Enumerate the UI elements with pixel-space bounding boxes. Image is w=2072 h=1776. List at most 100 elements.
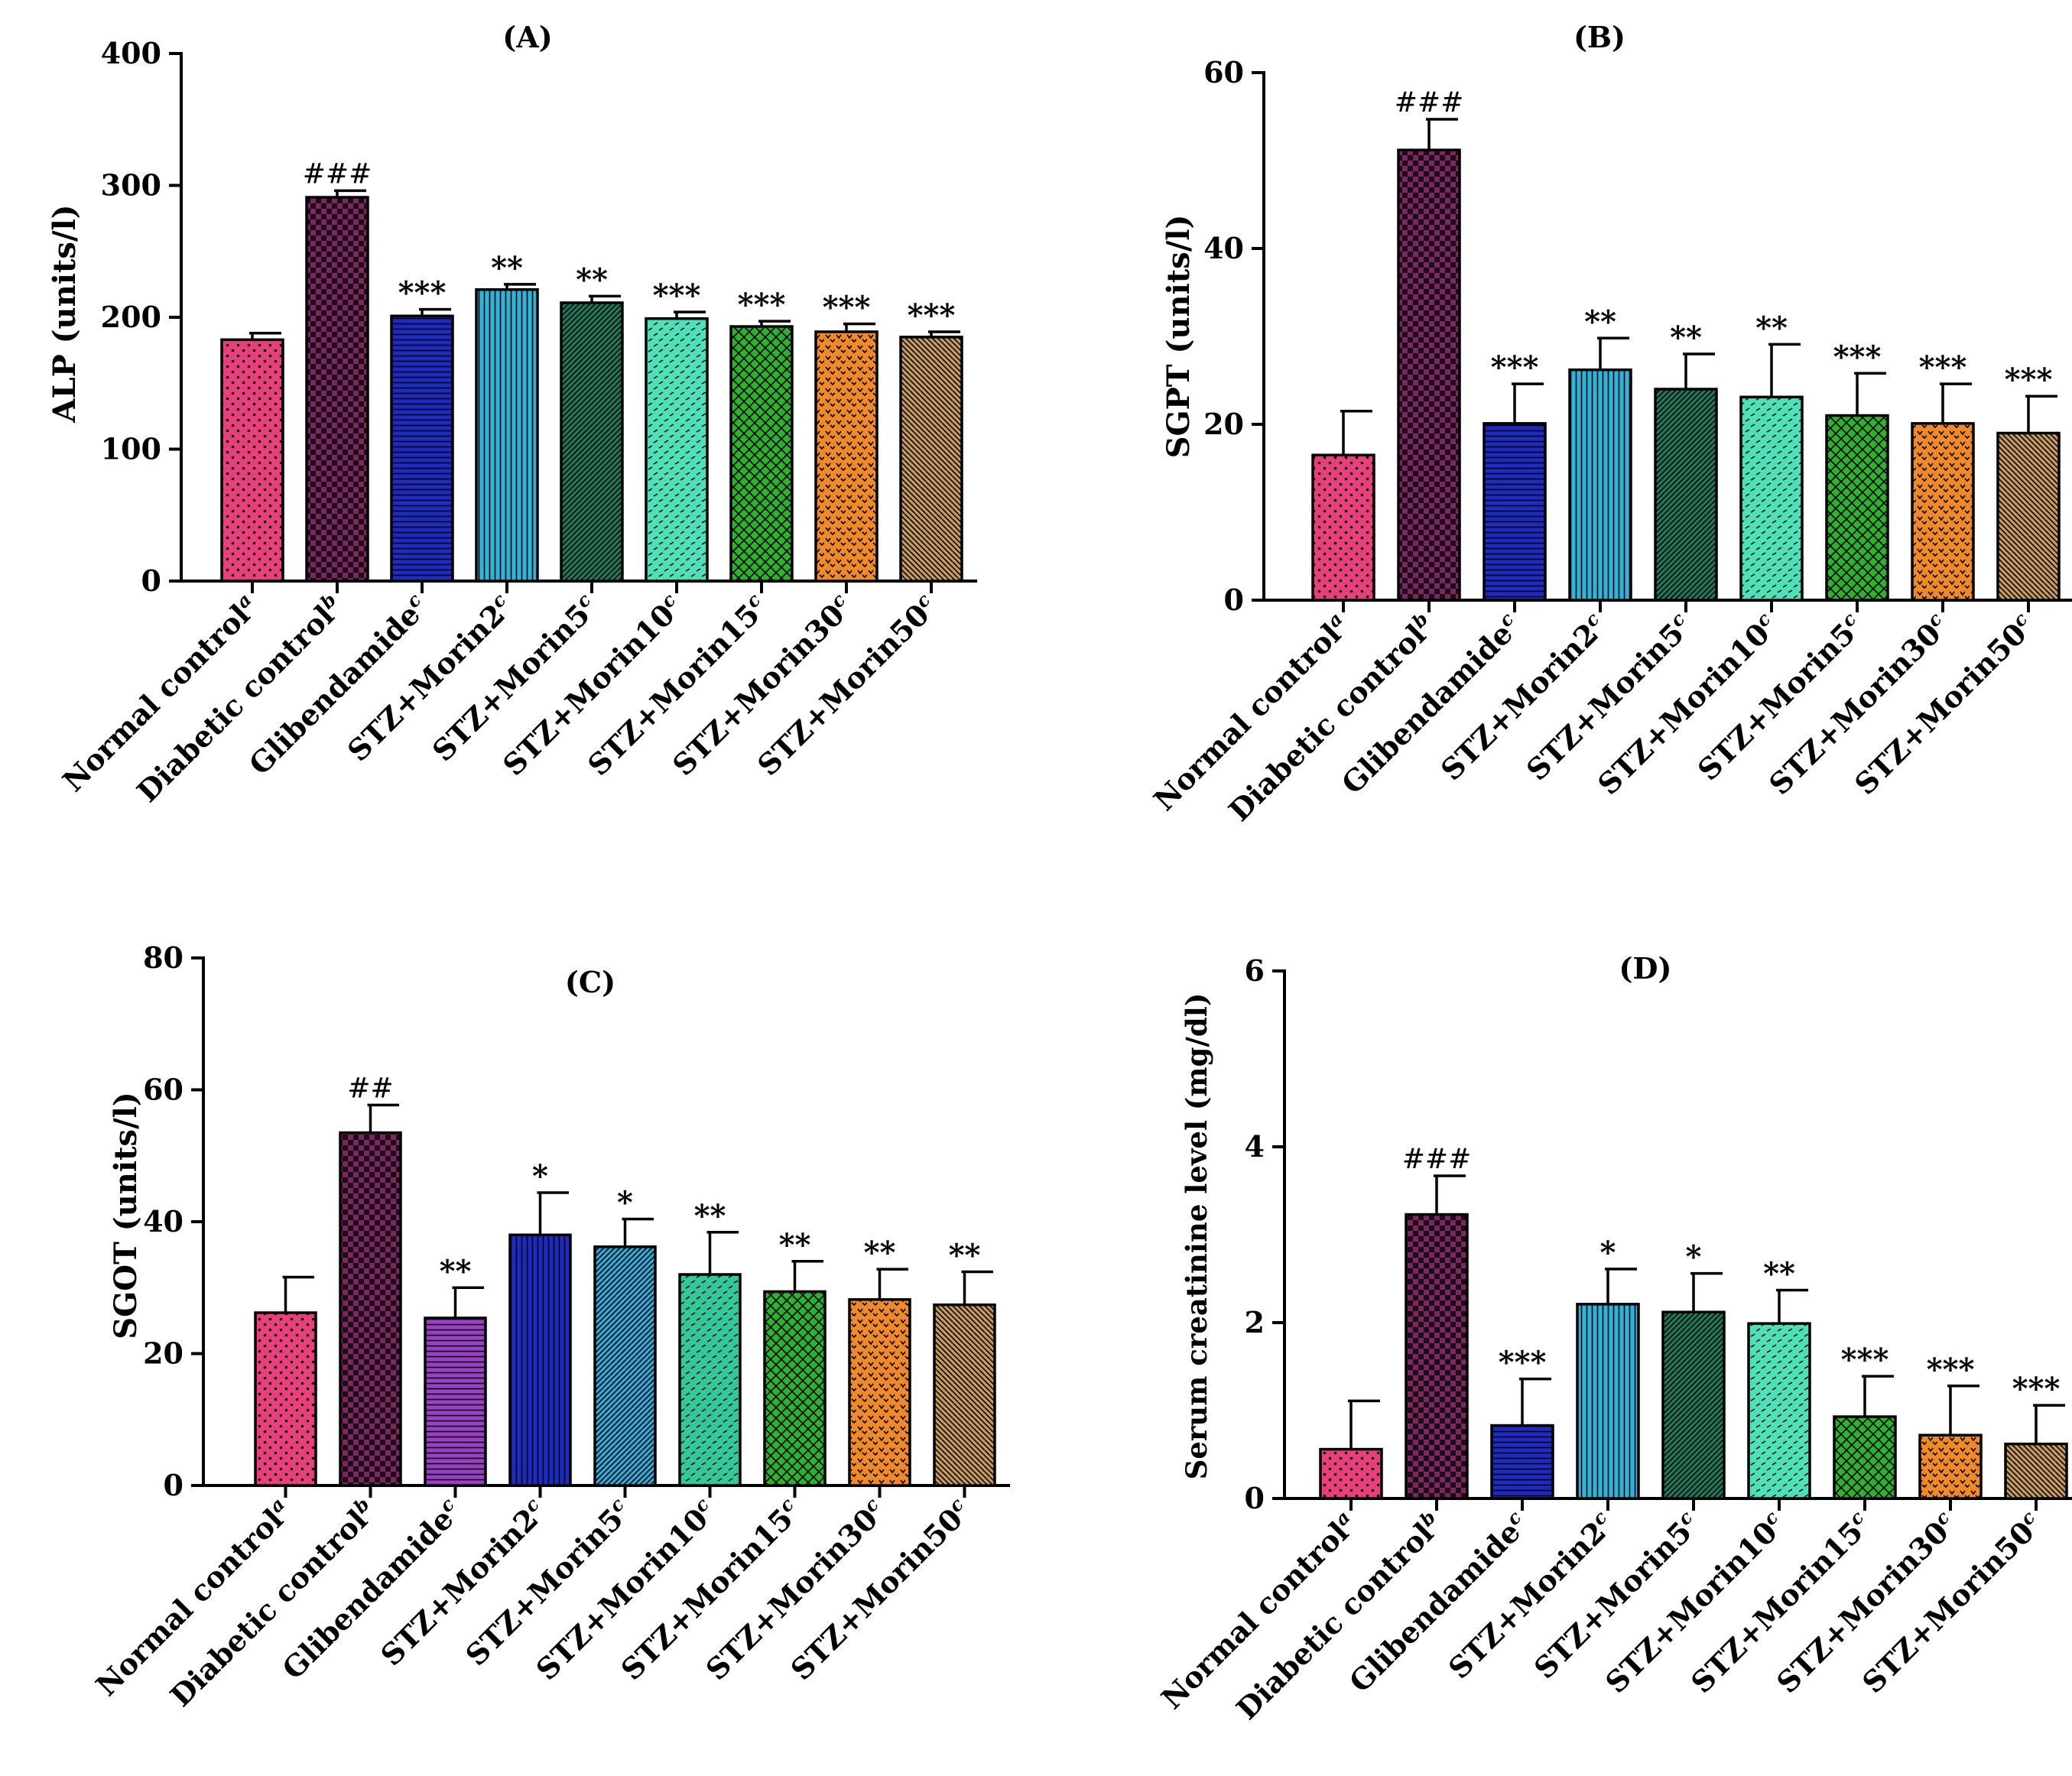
bar [508, 1233, 572, 1487]
bar [339, 1131, 402, 1487]
significance-label: ### [1402, 1144, 1472, 1175]
significance-label: *** [1833, 339, 1882, 375]
significance-label: *** [1491, 349, 1539, 385]
significance-label: ** [779, 1227, 811, 1263]
bar [220, 338, 284, 583]
significance-label: ** [949, 1238, 981, 1274]
panel-d-ylabel: Serum creatinine level (mg/dl) [1180, 993, 1213, 1480]
bar [814, 330, 878, 583]
category-label-text: STZ+Morin2 [1434, 616, 1605, 787]
bar [1747, 1322, 1811, 1500]
significance-label: ## [347, 1073, 393, 1104]
bar [1490, 1424, 1554, 1500]
panel-d-chart: (D) Serum creatinine level (mg/dl) 0246N… [1155, 951, 2072, 1726]
y-tick-label: 20 [1203, 407, 1244, 441]
bar [305, 196, 369, 583]
bar [1483, 422, 1547, 602]
significance-label: *** [1499, 1345, 1547, 1381]
bar [1319, 1447, 1383, 1500]
panel-a-ylabel: ALP (units/l) [47, 204, 83, 423]
significance-label: *** [2005, 362, 2053, 398]
y-tick-label: 0 [1245, 1481, 1265, 1515]
bar [1397, 148, 1461, 602]
significance-label: * [532, 1158, 548, 1194]
bar [645, 317, 709, 583]
y-tick-label: 0 [164, 1468, 183, 1502]
significance-label: ** [694, 1198, 726, 1234]
y-tick-label: 60 [1203, 55, 1244, 89]
significance-label: *** [1919, 349, 1967, 385]
bar [1833, 1415, 1897, 1500]
y-tick-label: 0 [1224, 583, 1244, 617]
bar [729, 325, 794, 583]
category-label-text: STZ+Morin2 [1441, 1515, 1612, 1686]
significance-label: *** [738, 287, 786, 323]
bar [2004, 1442, 2068, 1500]
significance-label: ** [440, 1253, 472, 1289]
y-tick-label: 80 [143, 940, 183, 975]
panel-b-ylabel: SGPT (units/l) [1161, 215, 1197, 459]
bar [1405, 1213, 1469, 1500]
significance-label: *** [1927, 1352, 1975, 1388]
y-tick-label: 40 [143, 1204, 183, 1239]
bar [1311, 453, 1375, 602]
bar [1661, 1310, 1726, 1500]
significance-label: * [1686, 1239, 1702, 1275]
y-tick-label: 2 [1245, 1305, 1265, 1339]
bar [848, 1298, 911, 1487]
bar [933, 1303, 996, 1487]
significance-label: ** [1584, 304, 1616, 339]
y-tick-label: 200 [101, 300, 161, 334]
significance-label: ** [864, 1235, 896, 1271]
category-label-text: STZ+Morin5 [1519, 616, 1690, 787]
bar [678, 1273, 742, 1487]
bar [899, 336, 963, 583]
significance-label: *** [908, 297, 956, 333]
y-tick-label: 40 [1203, 231, 1244, 265]
bar [1739, 395, 1804, 602]
bar [593, 1245, 657, 1487]
significance-label: ** [576, 261, 608, 297]
significance-label: ** [1755, 310, 1788, 346]
y-tick-label: 300 [101, 168, 161, 203]
bar [1918, 1433, 1983, 1500]
bar [1568, 368, 1632, 602]
significance-label: *** [823, 290, 871, 326]
significance-label: * [1600, 1235, 1616, 1271]
y-tick-label: 4 [1245, 1129, 1265, 1164]
category-label-text: STZ+Morin5 [1690, 616, 1862, 787]
significance-label: *** [1841, 1342, 1889, 1378]
significance-label: ** [1670, 320, 1702, 356]
y-tick-label: 0 [141, 563, 161, 598]
bar [763, 1290, 827, 1487]
bar [1654, 388, 1718, 602]
panel-c-ylabel: SGOT (units/l) [108, 1092, 144, 1339]
bar [1911, 422, 1975, 602]
panel-c-title: (C) [565, 965, 615, 999]
bar [390, 314, 454, 583]
bar [254, 1311, 317, 1487]
significance-label: *** [2012, 1371, 2061, 1407]
bar [560, 301, 624, 583]
y-tick-label: 20 [143, 1336, 183, 1371]
bar [1825, 414, 1889, 602]
significance-label: *** [398, 275, 447, 311]
significance-label: ** [1763, 1255, 1795, 1291]
panel-a-title: (A) [502, 20, 552, 54]
y-tick-label: 400 [101, 36, 161, 70]
bar [1576, 1303, 1640, 1500]
significance-label: *** [653, 278, 701, 313]
y-tick-label: 100 [101, 432, 161, 466]
panel-b-title: (B) [1573, 20, 1625, 54]
bar [475, 288, 539, 583]
panel-d-title: (D) [1619, 951, 1672, 985]
significance-label: * [617, 1185, 633, 1221]
bar [1996, 431, 2061, 602]
category-label-text: STZ+Morin5 [1527, 1515, 1698, 1686]
bar [424, 1317, 487, 1487]
significance-label: ### [303, 158, 372, 190]
